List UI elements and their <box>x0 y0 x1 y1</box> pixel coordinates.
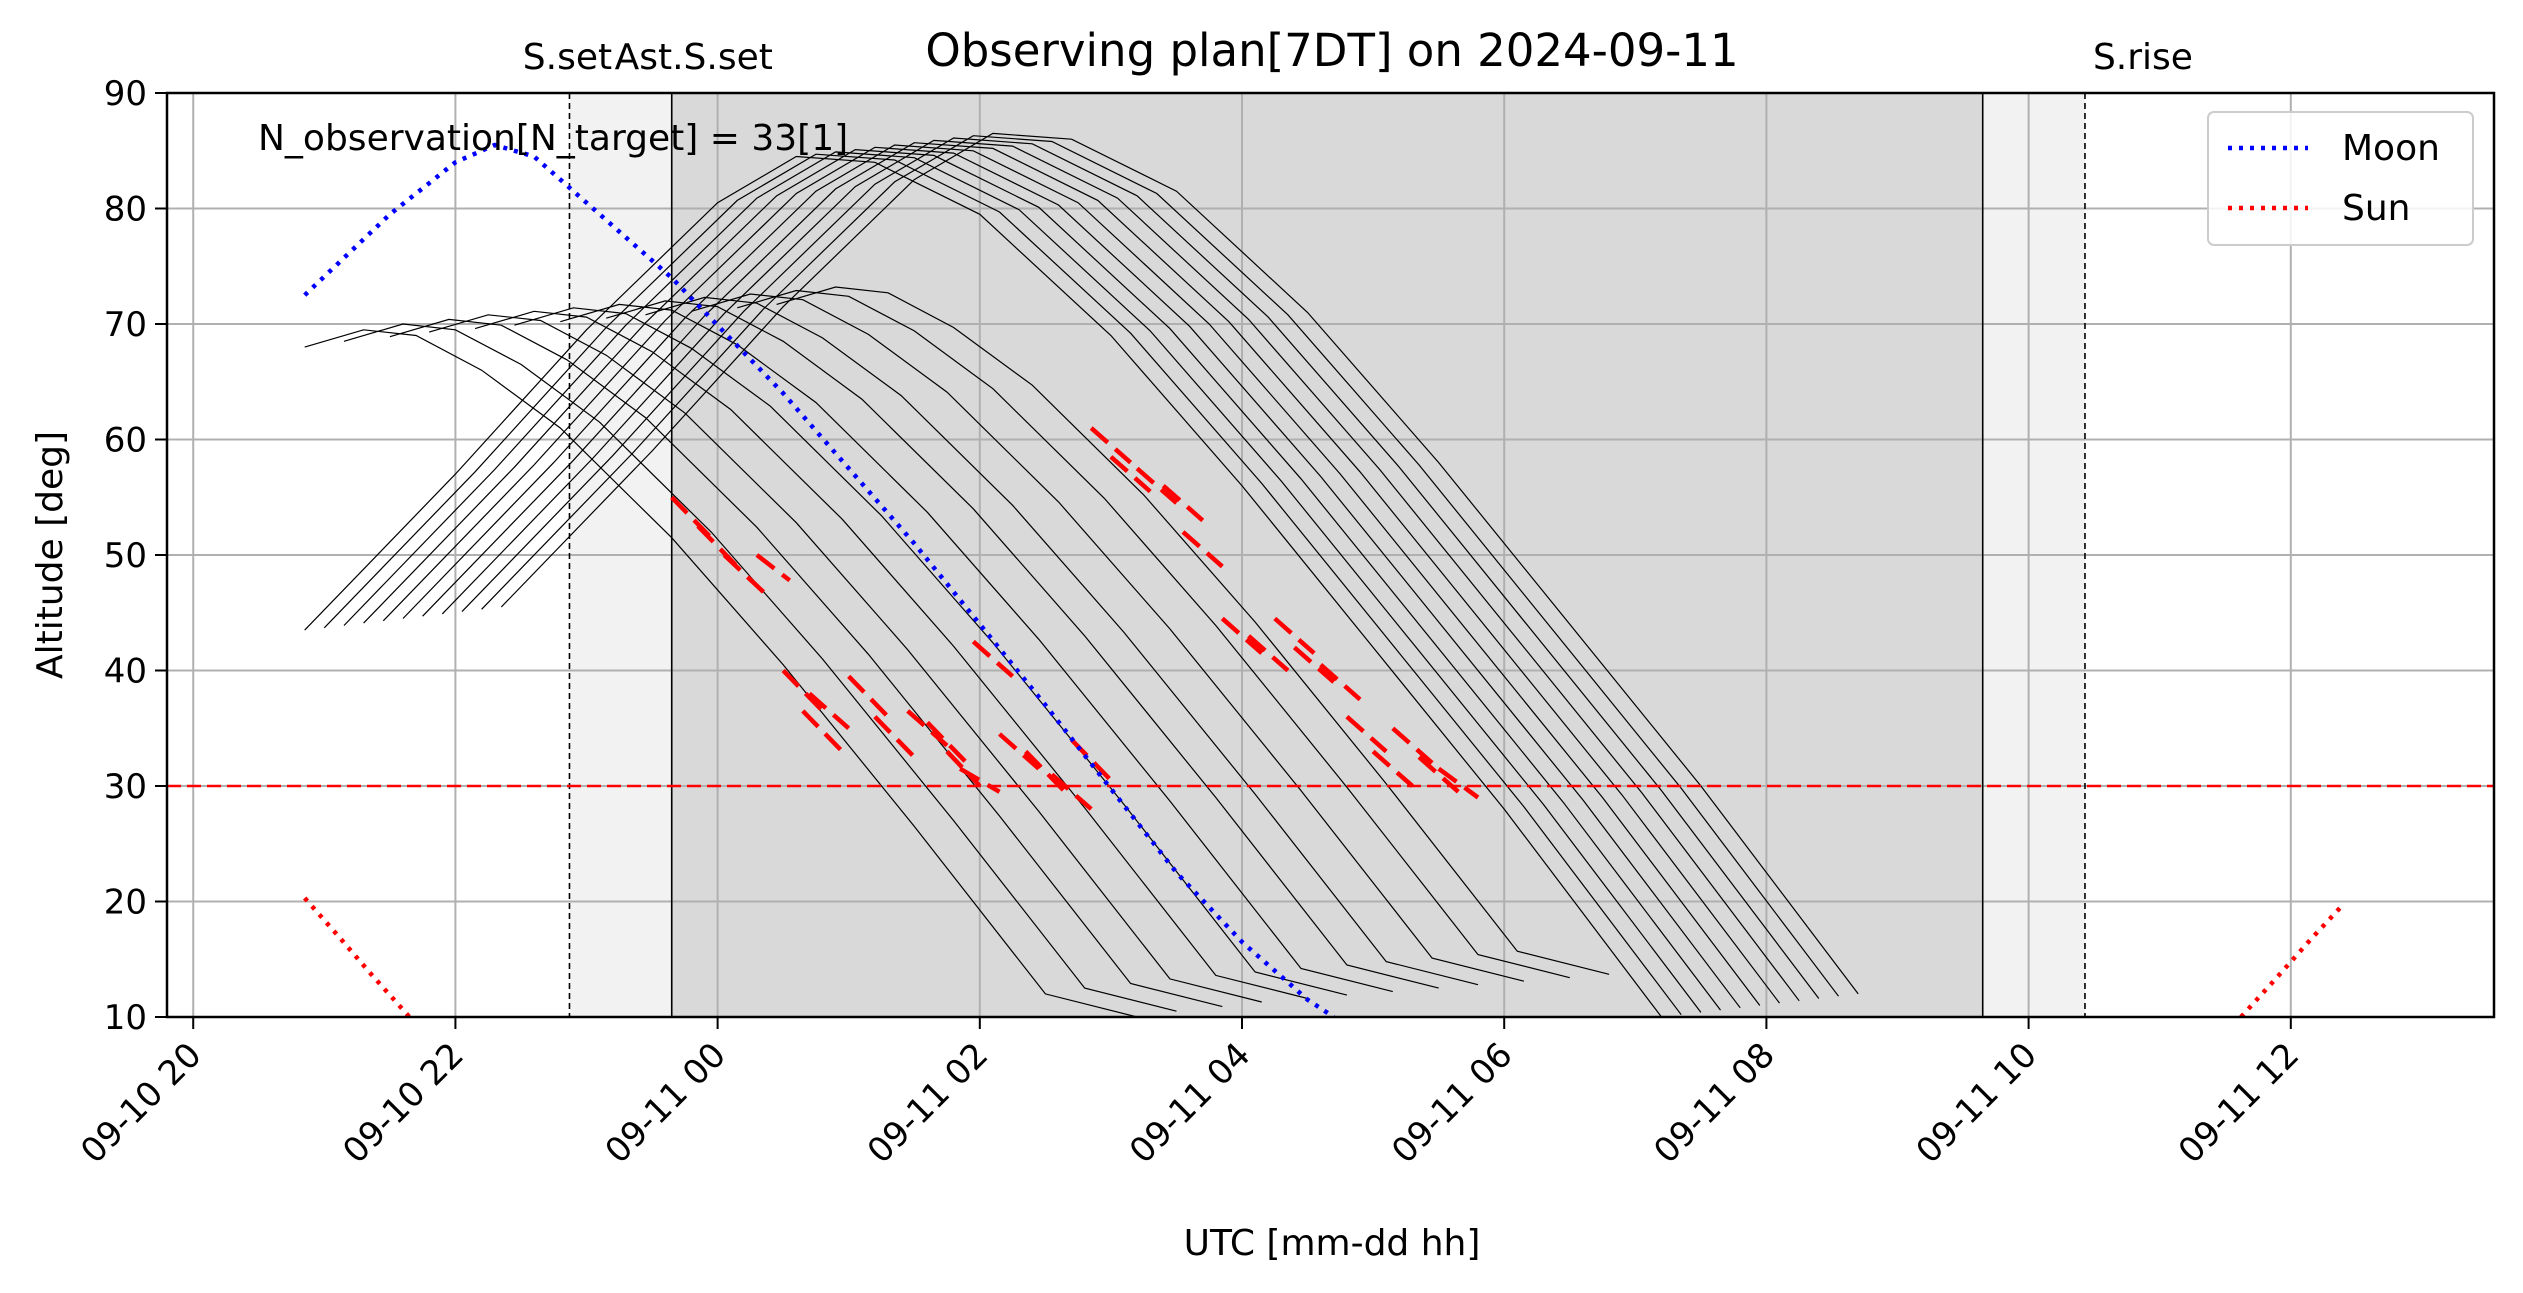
observation-segment <box>925 720 969 765</box>
target-track <box>737 289 1570 979</box>
observation-segment <box>807 691 851 730</box>
observation-segment <box>1391 726 1434 765</box>
legend-moon-label: Moon <box>2342 128 2440 169</box>
target-track <box>382 146 1741 1009</box>
y-tick-label: 60 <box>104 421 147 461</box>
observation-segment <box>847 674 890 719</box>
observation-segment <box>906 709 949 748</box>
y-axis-ticks: 10 20 30 40 50 60 70 80 90 <box>104 74 167 1038</box>
y-tick-label: 40 <box>104 652 147 692</box>
y-axis-label: Altitude [deg] <box>30 431 71 679</box>
y-tick-label: 30 <box>104 767 147 807</box>
target-track <box>363 148 1721 1011</box>
observation-segment <box>873 715 916 759</box>
y-tick-label: 90 <box>104 74 147 114</box>
target-tracks <box>304 132 1859 1017</box>
observation-segment <box>958 766 1001 794</box>
moon-sun-series <box>303 142 2343 1017</box>
legend-sun-label: Sun <box>2342 188 2410 229</box>
y-tick-label: 80 <box>104 190 147 230</box>
observation-segment <box>1135 466 1178 505</box>
sun-line <box>2239 905 2343 1017</box>
observation-segment <box>1181 530 1224 569</box>
observation-segment <box>1089 426 1133 465</box>
target-track <box>461 137 1820 999</box>
y-tick-label: 20 <box>104 883 147 923</box>
astro-set-label: Ast.S.set <box>615 37 773 78</box>
target-track <box>343 323 1177 1012</box>
target-track <box>441 139 1800 1002</box>
sun-line <box>303 896 412 1017</box>
observation-segment <box>1161 484 1205 523</box>
twilight-labels: S.set Ast.S.set S.rise <box>523 37 2193 78</box>
observation-segment <box>1220 616 1264 655</box>
target-track <box>304 155 1662 1017</box>
target-track <box>304 329 1138 1017</box>
observation-segment <box>998 732 1041 771</box>
observation-segment <box>755 553 792 583</box>
target-track <box>776 286 1610 975</box>
target-track <box>422 142 1780 1004</box>
target-track <box>481 135 1839 997</box>
y-tick-label: 70 <box>104 305 147 345</box>
y-tick-label: 50 <box>104 536 147 576</box>
observation-segment <box>722 553 766 594</box>
target-track <box>323 153 1682 1016</box>
observation-segment <box>1319 663 1362 702</box>
target-track <box>500 132 1859 995</box>
observation-segments <box>670 426 1480 811</box>
chart-title: Observing plan[7DT] on 2024-09-11 <box>925 24 1738 77</box>
observation-segment <box>1345 715 1388 754</box>
observation-segment <box>801 709 844 753</box>
x-axis-label: UTC [mm-dd hh] <box>1184 1223 1481 1264</box>
observation-segment <box>1050 772 1093 811</box>
sunrise-label: S.rise <box>2093 37 2193 78</box>
sunset-label: S.set <box>523 37 612 78</box>
target-track <box>402 144 1761 1006</box>
target-track <box>474 310 1308 1000</box>
observation-segment <box>1273 616 1316 655</box>
observation-segment <box>781 668 825 713</box>
observation-segment <box>971 639 1015 678</box>
legend: Moon Sun <box>2207 111 2474 246</box>
observation-segment <box>1371 749 1414 788</box>
target-track <box>343 151 1702 1013</box>
observation-segment <box>1437 766 1480 800</box>
legend-box <box>2207 111 2474 246</box>
y-tick-label: 10 <box>104 998 147 1038</box>
observation-count-annotation: N_observation[N_target] = 33[1] <box>258 118 848 159</box>
target-track <box>389 318 1223 1008</box>
observation-segment <box>1247 634 1290 673</box>
observation-segment <box>1292 645 1336 684</box>
observation-segment <box>1109 455 1152 494</box>
target-track <box>606 300 1439 989</box>
observation-segment <box>945 749 982 788</box>
